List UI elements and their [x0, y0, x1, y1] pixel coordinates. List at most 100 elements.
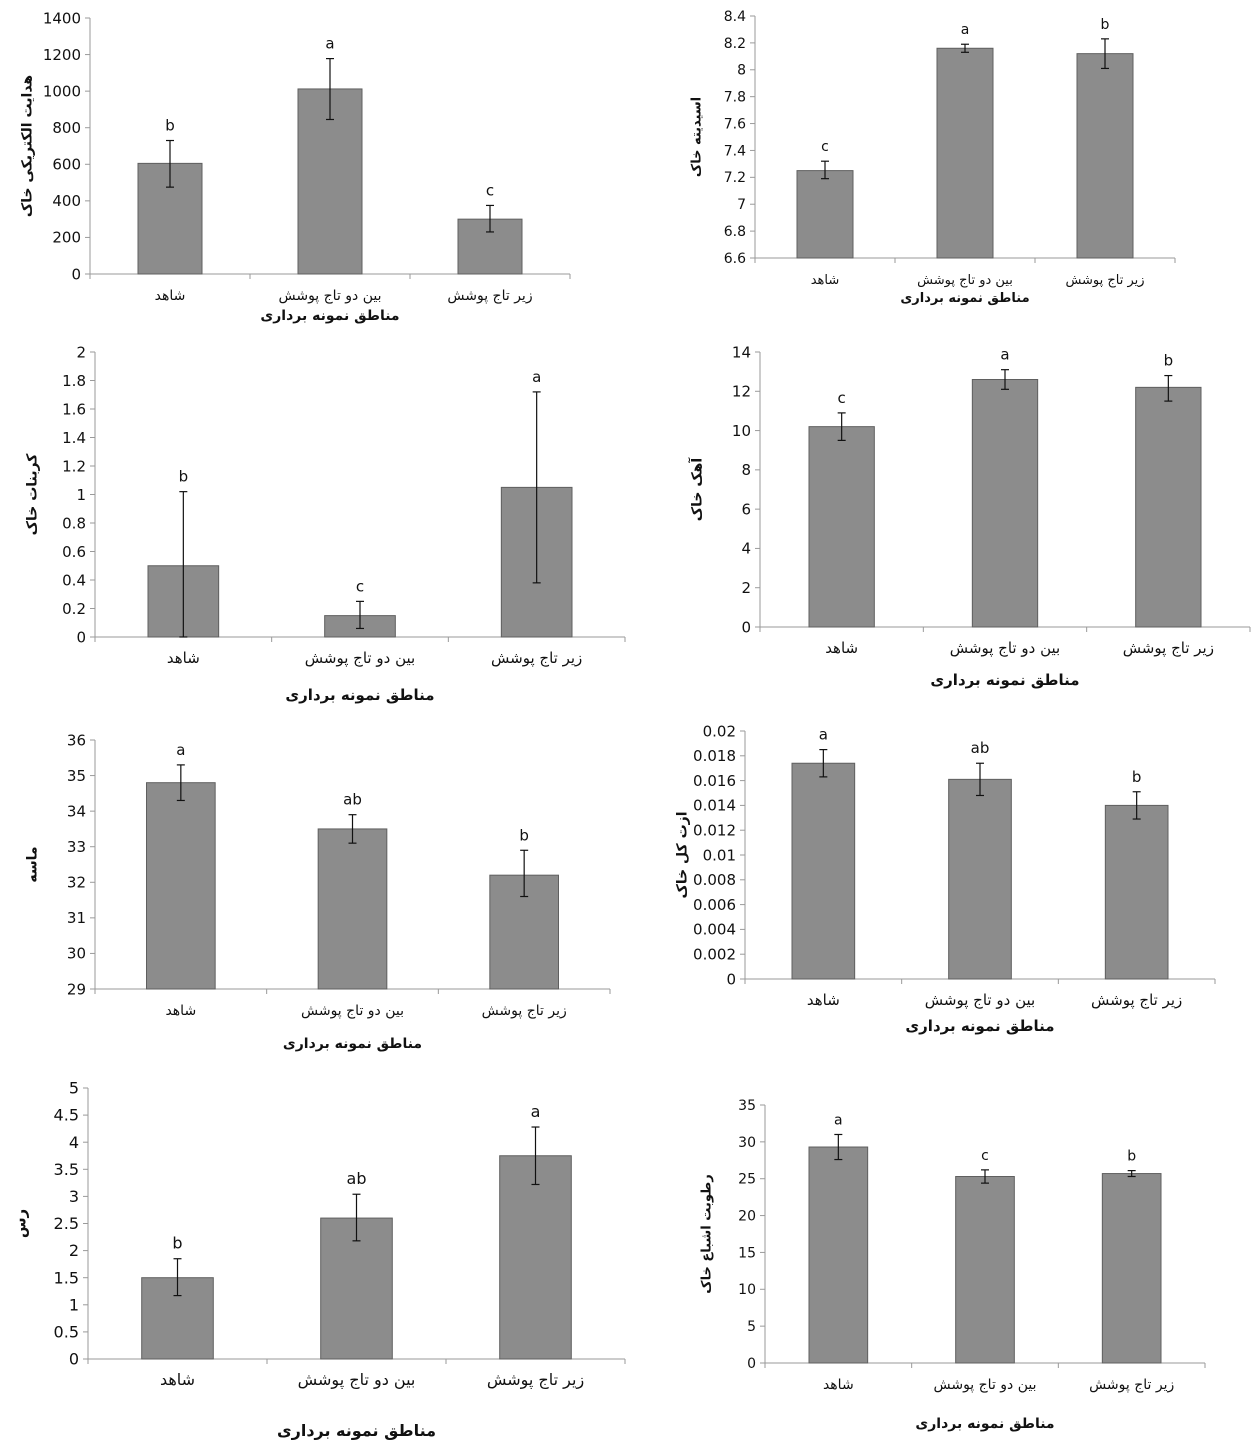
y-tick-label: 1.8 — [62, 372, 86, 390]
y-tick-label: 0.5 — [54, 1323, 79, 1342]
x-category-label: شاهد — [167, 649, 200, 667]
y-tick-label: 0 — [76, 628, 86, 646]
y-tick-label: 2 — [741, 579, 751, 597]
significance-letter: a — [834, 1112, 843, 1128]
significance-letter: b — [1127, 1149, 1136, 1165]
x-axis-title: مناطق نمونه برداری — [283, 1036, 422, 1052]
y-tick-label: 3.5 — [54, 1160, 79, 1179]
x-category-label: زیر تاج پوشش — [447, 288, 532, 304]
bar — [317, 828, 388, 990]
significance-letter: a — [532, 368, 541, 386]
y-tick-label: 4 — [741, 540, 751, 558]
significance-letter: a — [176, 741, 185, 759]
y-tick-label: 0.8 — [62, 514, 86, 532]
significance-letter: b — [165, 117, 175, 135]
x-category-label: شاهد — [823, 1377, 854, 1393]
bar — [808, 426, 875, 628]
y-axis-title: ماسه — [25, 846, 41, 882]
y-tick-label: 8.2 — [724, 36, 746, 52]
y-tick-label: 1.2 — [62, 457, 86, 475]
x-category-label: زیر تاج پوشش — [482, 1003, 567, 1019]
x-axis-title: مناطق نمونه برداری — [277, 1421, 436, 1440]
x-category-label: زیر تاج پوشش — [1065, 273, 1144, 288]
y-axis-title: اسیدیته خاک — [689, 97, 704, 177]
y-tick-label: 20 — [738, 1208, 756, 1224]
y-axis-title: آهک خاک — [688, 457, 706, 522]
y-axis-title: رس — [12, 1209, 30, 1238]
y-axis-title: هدایت الکتریکی خاک — [20, 75, 36, 217]
significance-letter: c — [838, 389, 846, 407]
significance-letter: a — [531, 1102, 541, 1121]
significance-letter: b — [1132, 768, 1142, 786]
y-tick-label: 5 — [69, 1079, 79, 1098]
y-tick-label: 4.5 — [54, 1106, 79, 1125]
x-axis-title: مناطق نمونه برداری — [905, 1017, 1054, 1035]
y-tick-label: 800 — [52, 119, 81, 137]
bar — [499, 1155, 572, 1360]
chart-5: 29 30 31 32 33 34 35 36 a شاهد ab بین دو تاج پوشش b ز… — [25, 731, 611, 1052]
y-tick-label: 1 — [69, 1295, 79, 1314]
y-tick-label: 0 — [69, 1350, 79, 1369]
y-tick-label: 4 — [69, 1133, 79, 1152]
x-category-label: بین دو تاج پوشش — [301, 1003, 404, 1019]
y-tick-label: 3 — [69, 1187, 79, 1206]
y-tick-label: 35 — [738, 1098, 756, 1114]
x-axis-title: مناطق نمونه برداری — [930, 671, 1079, 689]
y-tick-label: 35 — [67, 767, 86, 785]
x-category-label: زیر تاج پوشش — [487, 1370, 584, 1390]
y-tick-label: 0.014 — [693, 797, 736, 815]
bar — [955, 1176, 1015, 1364]
x-category-label: شاهد — [155, 288, 186, 304]
significance-letter: ab — [343, 791, 362, 809]
y-tick-label: 0 — [741, 618, 751, 636]
y-tick-label: 7.4 — [724, 143, 746, 159]
chart-1: 0 200 400 600 800 1000 1200 1400 b شاهد a بین دو تا… — [20, 9, 571, 324]
y-tick-label: 6 — [741, 500, 751, 518]
significance-letter: a — [961, 22, 970, 38]
y-tick-label: 200 — [52, 229, 81, 247]
x-category-label: زیر تاج پوشش — [491, 649, 582, 668]
y-tick-label: 0.6 — [62, 543, 86, 561]
y-tick-label: 0.02 — [703, 722, 736, 740]
bar — [948, 778, 1012, 980]
x-category-label: زیر تاج پوشش — [1091, 991, 1182, 1010]
y-tick-label: 1.4 — [62, 429, 86, 447]
bar — [146, 782, 216, 990]
y-tick-label: 6.6 — [724, 251, 746, 267]
y-tick-label: 0.002 — [693, 945, 736, 963]
y-tick-label: 6.8 — [724, 224, 746, 240]
y-tick-label: 1200 — [43, 46, 81, 64]
x-axis-title: مناطق نمونه برداری — [915, 1416, 1054, 1432]
y-tick-label: 0.012 — [693, 821, 736, 839]
y-tick-label: 0.4 — [62, 571, 86, 589]
bar — [1135, 386, 1202, 628]
y-tick-label: 36 — [67, 731, 86, 749]
bar — [320, 1217, 393, 1360]
significance-letter: b — [172, 1234, 182, 1253]
bar — [1101, 1173, 1162, 1364]
y-tick-label: 1 — [76, 486, 86, 504]
significance-letter: b — [179, 468, 189, 486]
y-tick-label: 8.4 — [724, 9, 746, 25]
bar — [936, 47, 994, 259]
x-axis-title: مناطق نمونه برداری — [900, 291, 1029, 306]
y-tick-label: 2.5 — [54, 1214, 79, 1233]
x-category-label: شاهد — [165, 1003, 196, 1019]
y-tick-label: 1000 — [43, 82, 81, 100]
significance-letter: c — [486, 181, 494, 199]
y-tick-label: 1400 — [43, 9, 81, 27]
y-axis-title: رطوبت اشباع خاک — [699, 1174, 714, 1293]
bar — [1076, 53, 1134, 259]
y-tick-label: 30 — [738, 1135, 756, 1151]
significance-letter: c — [981, 1148, 989, 1164]
y-tick-label: 0.01 — [703, 846, 736, 864]
significance-letter: ab — [971, 739, 990, 757]
chart-2: 6.6 6.8 7 7.2 7.4 7.6 7.8 8 8.2 8.4 c شاهد a بین دو ت… — [689, 9, 1176, 306]
x-category-label: بین دو تاج پوشش — [278, 288, 381, 304]
chart-7: 0 0.5 1 1.5 2 2.5 3 3.5 4 4.5 5 b شاهد ab بین دو تاج پ… — [12, 1079, 626, 1440]
y-tick-label: 0 — [747, 1356, 756, 1372]
significance-letter: b — [1101, 17, 1110, 33]
y-tick-label: 7.8 — [724, 90, 746, 106]
